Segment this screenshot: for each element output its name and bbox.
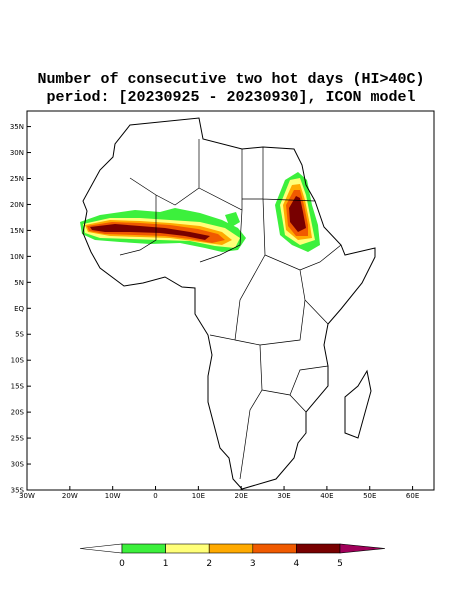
lat-tick-label: 10S: [11, 357, 25, 365]
axis-ticks: 30W 20W 10W 0 10E 20E 30E 40E 50E 60E 35N 30N 25N 20N…: [10, 123, 419, 500]
lat-tick-label: 30N: [10, 149, 24, 157]
colorbar: 0 1 2 3 4 5: [79, 543, 386, 569]
lon-tick-label: 30E: [277, 492, 290, 500]
lat-tick-label: 20S: [11, 409, 25, 417]
colorbar-label: 3: [250, 559, 256, 569]
colorbar-label: 1: [163, 559, 169, 569]
africa-coast: [82, 117, 376, 490]
map: [26, 110, 435, 491]
map-frame: [26, 110, 435, 491]
colorbar-label: 0: [119, 559, 125, 569]
colorbar-label: 4: [294, 559, 300, 569]
colorbar-end: [339, 543, 386, 554]
madagascar: [344, 369, 372, 439]
lat-tick-label: 25S: [11, 435, 25, 443]
colorbar-segment: [252, 543, 297, 554]
colorbar-segment: [208, 543, 254, 554]
lon-tick-label: 30W: [19, 492, 35, 500]
lon-tick-label: 60E: [406, 492, 419, 500]
lat-tick-label: 30S: [11, 461, 25, 469]
lat-tick-label: 20N: [10, 201, 24, 209]
lat-tick-label: 35S: [11, 487, 25, 495]
lat-tick-label: 35N: [10, 123, 24, 131]
lon-tick-label: 10E: [192, 492, 205, 500]
title-line: Number of consecutive two hot days (HI>4…: [37, 71, 424, 88]
lon-tick-label: 20W: [62, 492, 78, 500]
colorbar-label: 5: [337, 559, 343, 569]
colorbar-segment: [165, 543, 210, 554]
lat-tick-label: 15N: [10, 227, 24, 235]
lon-tick-label: 50E: [363, 492, 376, 500]
lat-tick-label: 5S: [15, 331, 24, 339]
lon-tick-label: 20E: [235, 492, 248, 500]
lat-tick-label: 25N: [10, 175, 24, 183]
lon-tick-label: 0: [153, 492, 157, 500]
colorbar-label: 2: [206, 559, 212, 569]
lon-tick-label: 10W: [105, 492, 121, 500]
lat-tick-label: 15S: [11, 383, 25, 391]
borders: [119, 139, 342, 480]
colorbar-end: [79, 543, 123, 554]
title-line: period: [20230925 - 20230930], ICON mode…: [46, 89, 415, 106]
lon-tick-label: 40E: [320, 492, 333, 500]
lat-tick-label: 10N: [10, 253, 24, 261]
lat-tick-label: EQ: [14, 305, 24, 313]
colorbar-segment: [296, 543, 341, 554]
colorbar-segment: [121, 543, 166, 554]
lat-tick-label: 5N: [14, 279, 24, 287]
field-5: [90, 196, 306, 240]
